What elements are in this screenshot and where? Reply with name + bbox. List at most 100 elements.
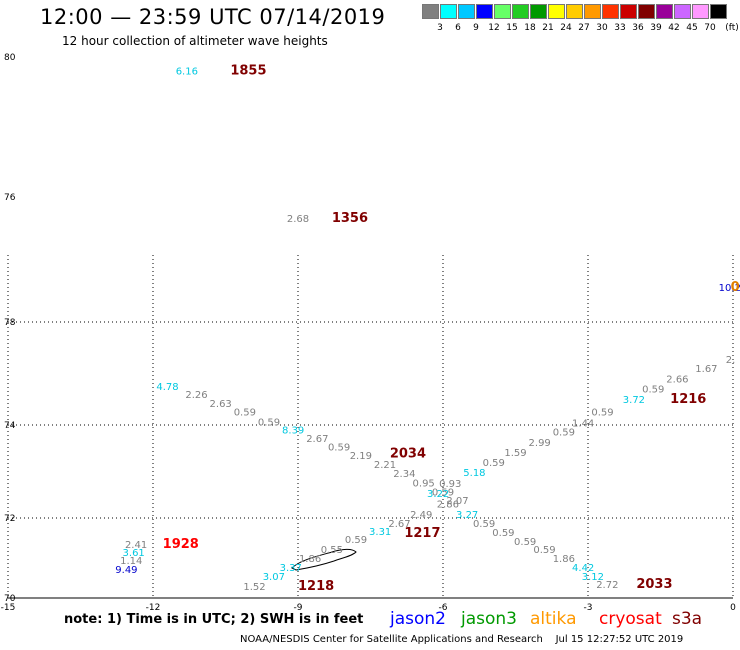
pass-time-label: 2034 bbox=[390, 447, 426, 462]
legend-swatch bbox=[548, 4, 565, 19]
wave-height-value: 0.59 bbox=[328, 443, 350, 454]
wave-height-value: 2.67 bbox=[388, 519, 410, 530]
longitude-tick-label: -9 bbox=[294, 603, 303, 613]
longitude-tick-label: -3 bbox=[584, 603, 593, 613]
wave-height-value: 0.59 bbox=[234, 408, 256, 419]
wave-height-value: 3.61 bbox=[123, 548, 145, 559]
wave-height-value: 2.63 bbox=[210, 399, 232, 410]
wave-height-value: 0.59 bbox=[483, 458, 505, 469]
longitude-tick-label: 0 bbox=[730, 603, 736, 613]
wave-height-value: 2.86 bbox=[437, 499, 459, 510]
latitude-tick-label: 78 bbox=[4, 318, 16, 328]
legend-label: 42 bbox=[668, 23, 680, 33]
legend-label: 3 bbox=[437, 23, 443, 33]
wave-height-value: 0.59 bbox=[514, 537, 536, 548]
pass-time-label: 1217 bbox=[404, 526, 440, 541]
legend-swatch bbox=[566, 4, 583, 19]
pass-time-label: 1218 bbox=[298, 579, 334, 594]
pass-time-label: 1356 bbox=[332, 211, 368, 226]
island-outline bbox=[291, 548, 357, 571]
legend-unit: (ft) bbox=[725, 23, 739, 33]
pass-time-label: 2033 bbox=[636, 577, 672, 592]
wave-height-value: 3.22 bbox=[427, 489, 449, 500]
wave-height-value: 3.72 bbox=[623, 395, 645, 406]
wave-height-value: 4.78 bbox=[156, 382, 178, 393]
legend-label: 9 bbox=[473, 23, 479, 33]
wave-height-value: 0.59 bbox=[492, 528, 514, 539]
pass-time-label: 1216 bbox=[670, 392, 706, 407]
legend-swatch bbox=[494, 4, 511, 19]
wave-height-value: 1.86 bbox=[299, 554, 321, 565]
wave-height-value: 0.93 bbox=[439, 479, 461, 490]
satellite-name: cryosat bbox=[599, 609, 662, 629]
legend-label: 45 bbox=[686, 23, 698, 33]
latitude-tick-label: 80 bbox=[4, 53, 16, 63]
wave-height-value: 2.34 bbox=[393, 469, 415, 480]
wave-height-value: 0.59 bbox=[533, 545, 555, 556]
wave-height-value: 3.07 bbox=[263, 572, 285, 583]
legend-swatch bbox=[638, 4, 655, 19]
wave-height-value: 0.59 bbox=[345, 535, 367, 546]
satellite-name: jason3 bbox=[461, 609, 517, 629]
wave-height-value: 0.59 bbox=[553, 428, 575, 439]
legend-label: 24 bbox=[560, 23, 572, 33]
latitude-tick-label: 72 bbox=[4, 514, 15, 524]
legend-label: 12 bbox=[488, 23, 500, 33]
wave-height-value: 1.59 bbox=[504, 448, 526, 459]
wave-height-value: 1.52 bbox=[243, 582, 265, 593]
wave-height-value: 9.49 bbox=[115, 565, 137, 576]
longitude-tick-label: -15 bbox=[1, 603, 16, 613]
wave-height-value: 0.59 bbox=[473, 519, 495, 530]
satellite-name: jason2 bbox=[390, 609, 446, 629]
credit-org: NOAA/NESDIS Center for Satellite Applica… bbox=[240, 634, 543, 645]
generated-time: Jul 15 12:27:52 UTC 2019 bbox=[555, 634, 684, 645]
wave-height-value: 0.55 bbox=[321, 545, 343, 556]
wave-height-value: 1.14 bbox=[120, 556, 142, 567]
legend-label: 36 bbox=[632, 23, 644, 33]
wave-height-value: 3.31 bbox=[369, 527, 391, 538]
legend-swatch bbox=[530, 4, 547, 19]
legend-label: 33 bbox=[614, 23, 626, 33]
wave-height-value: 0.59 bbox=[432, 488, 454, 499]
wave-height-value: 5.18 bbox=[463, 468, 485, 479]
latitude-tick-label: 70 bbox=[4, 594, 16, 604]
pass-time-label: 0.8 bbox=[731, 280, 740, 295]
wave-height-value: 2.19 bbox=[350, 451, 372, 462]
legend-label: 18 bbox=[524, 23, 536, 33]
pass-time-label: 1928 bbox=[163, 537, 199, 552]
legend-swatch bbox=[674, 4, 691, 19]
legend-swatch bbox=[422, 4, 439, 19]
satellite-name: s3a bbox=[672, 609, 703, 629]
legend-label: 27 bbox=[578, 23, 590, 33]
wave-height-value: 3.12 bbox=[582, 572, 604, 583]
legend-swatch bbox=[710, 4, 727, 19]
wave-height-value: 4.42 bbox=[572, 563, 594, 574]
wave-height-value: 0.59 bbox=[591, 408, 613, 419]
wave-height-value: 1.86 bbox=[553, 554, 575, 565]
legend-swatch bbox=[584, 4, 601, 19]
wave-height-value: 0.95 bbox=[413, 478, 435, 489]
longitude-tick-label: -6 bbox=[439, 603, 448, 613]
legend-swatch bbox=[620, 4, 637, 19]
pass-time-label: 1855 bbox=[230, 64, 266, 79]
legend-label: 6 bbox=[455, 23, 461, 33]
wave-height-value: 0.59 bbox=[258, 417, 280, 428]
wave-height-value: 2.99 bbox=[529, 438, 551, 449]
wave-height-value: 3.37 bbox=[280, 563, 302, 574]
wave-height-value: 2.72 bbox=[596, 580, 618, 591]
legend-swatch bbox=[458, 4, 475, 19]
legend-label: 70 bbox=[704, 23, 716, 33]
legend-label: 15 bbox=[506, 23, 518, 33]
wave-height-value: 8.39 bbox=[282, 425, 304, 436]
wave-height-value: 2.21 bbox=[374, 460, 396, 471]
legend-swatch bbox=[476, 4, 493, 19]
wave-height-value: 3.27 bbox=[456, 510, 478, 521]
legend-label: 21 bbox=[542, 23, 554, 33]
credit-text: NOAA/NESDIS Center for Satellite Applica… bbox=[240, 634, 683, 645]
wave-height-value: 2.26 bbox=[185, 390, 207, 401]
longitude-tick-label: -12 bbox=[146, 603, 161, 613]
legend-swatch bbox=[602, 4, 619, 19]
wave-height-value: 2.49 bbox=[410, 510, 432, 521]
legend-swatch bbox=[440, 4, 457, 19]
latitude-tick-label: 76 bbox=[4, 193, 16, 203]
